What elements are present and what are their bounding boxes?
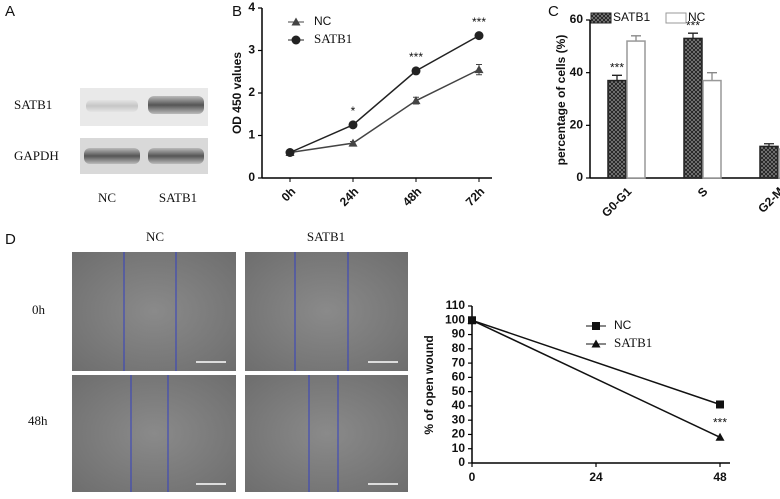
micrograph (245, 252, 408, 371)
x-tick-label: 24 (589, 470, 603, 484)
blot-column-label: SATB1 (159, 190, 197, 205)
y-tick-label: 100 (445, 312, 465, 326)
x-tick-label: 0h (279, 184, 299, 204)
bar (607, 79, 627, 179)
legend-label: NC (314, 14, 332, 28)
x-tick-label: 72h (463, 184, 488, 209)
y-tick-label: 0 (576, 170, 583, 184)
y-axis-label: % of open wound (422, 335, 436, 434)
y-tick-label: 90 (452, 327, 466, 341)
legend-label: NC (688, 10, 706, 24)
x-tick-label: 0 (469, 470, 476, 484)
y-tick-label: 0 (458, 455, 465, 469)
x-tick-label: S (695, 184, 711, 200)
legend-label: SATB1 (314, 31, 352, 46)
series-line (289, 34, 480, 154)
point (348, 120, 358, 130)
bar (759, 145, 779, 179)
blot-row-label: GAPDH (14, 148, 59, 163)
y-tick-label: 1 (248, 128, 255, 142)
x-tick-label: 48h (400, 184, 425, 209)
y-tick-label: 20 (452, 427, 466, 441)
point (285, 148, 295, 157)
significance: *** (686, 18, 700, 32)
image-column-label: NC (146, 229, 164, 244)
blot-band (148, 96, 204, 114)
legend-label: SATB1 (613, 10, 650, 24)
point (411, 66, 421, 76)
series-line (471, 319, 721, 406)
y-tick-label: 3 (248, 43, 255, 57)
blot-column-label: NC (98, 190, 116, 205)
micrograph (72, 375, 236, 492)
y-tick-label: 60 (452, 370, 466, 384)
significance: *** (713, 415, 727, 429)
point (474, 31, 484, 41)
y-tick-label: 40 (570, 65, 584, 79)
point (348, 138, 358, 147)
significance: * (351, 104, 356, 118)
error-bar (707, 72, 717, 81)
point (411, 96, 421, 105)
error-bar (688, 32, 698, 39)
error-bar (631, 35, 641, 42)
panel-letter: A (5, 3, 15, 20)
point (467, 315, 477, 324)
y-tick-label: 30 (452, 412, 466, 426)
blot-band (86, 100, 138, 112)
point (474, 65, 484, 74)
x-tick-label: 48 (713, 470, 727, 484)
y-tick-label: 2 (248, 85, 255, 99)
legend-swatch (665, 12, 687, 24)
y-tick-label: 20 (570, 118, 584, 132)
panel-letter: D (5, 231, 16, 248)
legend-swatch (590, 12, 612, 24)
x-tick-label: G2-M (755, 184, 780, 215)
panel-letter: C (548, 3, 559, 20)
y-tick-label: 40 (452, 398, 466, 412)
bar (702, 79, 722, 179)
image-row-label: 0h (32, 302, 46, 317)
significance: *** (409, 50, 423, 64)
y-axis-label: OD 450 values (230, 52, 244, 134)
micrograph (72, 252, 236, 371)
x-tick-label: G0-G1 (599, 184, 635, 220)
y-tick-label: 0 (248, 170, 255, 184)
y-tick-label: 60 (570, 12, 584, 26)
y-axis-label: percentage of cells (%) (554, 35, 568, 166)
significance: *** (610, 60, 624, 74)
y-tick-label: 10 (452, 441, 466, 455)
point (716, 400, 724, 409)
legend-label: NC (614, 318, 632, 332)
legend-label: SATB1 (614, 335, 652, 350)
image-column-label: SATB1 (307, 229, 345, 244)
bar (683, 37, 703, 179)
y-tick-label: 50 (452, 384, 466, 398)
series-line (471, 319, 721, 438)
y-tick-label: 4 (248, 0, 255, 14)
panel-letter: B (232, 3, 242, 20)
blot-row-label: SATB1 (14, 97, 52, 112)
bar (626, 40, 646, 179)
y-tick-label: 80 (452, 341, 466, 355)
y-tick-label: 110 (446, 298, 466, 312)
y-tick-label: 70 (452, 355, 466, 369)
significance: *** (472, 15, 486, 29)
series-line (289, 68, 480, 154)
image-row-label: 48h (28, 413, 48, 428)
error-bar (612, 74, 622, 81)
blot-band (148, 148, 204, 164)
blot-band (84, 148, 140, 164)
point (715, 432, 725, 441)
x-tick-label: 24h (337, 184, 362, 209)
micrograph (245, 375, 408, 492)
